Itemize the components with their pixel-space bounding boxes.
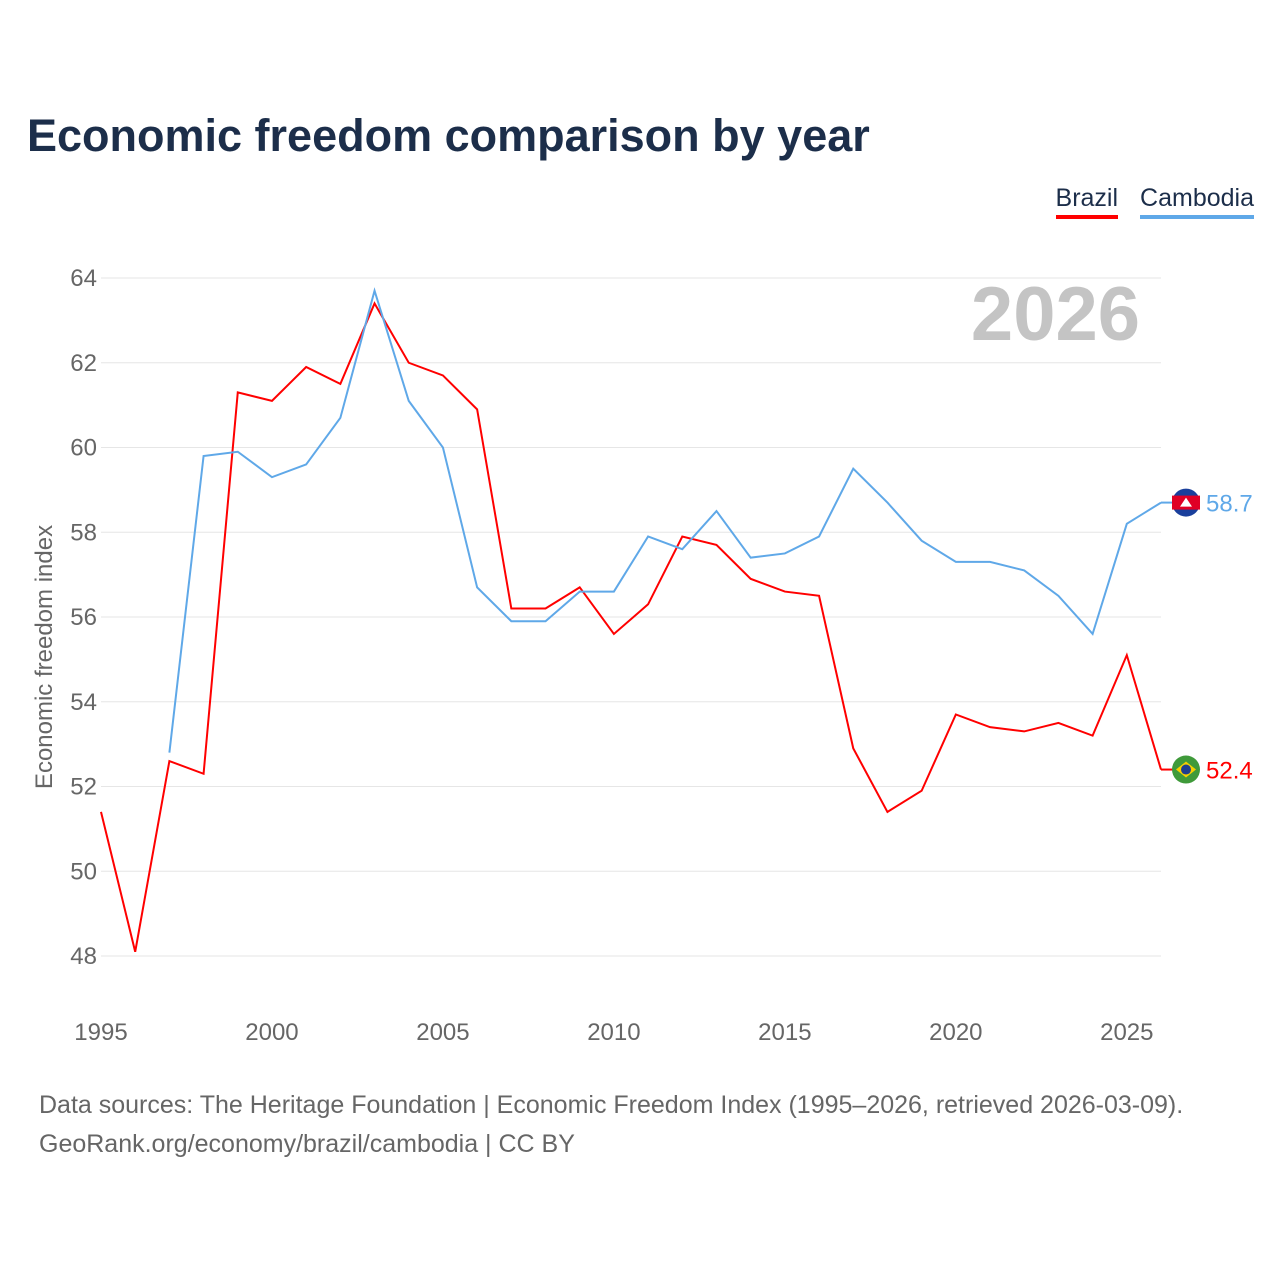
y-tick-label: 56 [70,604,97,631]
y-axis-label: Economic freedom index [31,525,58,789]
y-tick-label: 60 [70,435,97,462]
series-line-cambodia [168,287,1162,753]
brazil-flag-globe [1181,764,1191,775]
x-tick-label: 2010 [587,1019,640,1046]
y-tick-label: 64 [70,265,97,292]
year-watermark: 2026 [971,272,1140,357]
source-line-2: GeoRank.org/economy/brazil/cambodia | CC… [39,1130,575,1158]
source-line-1: Data sources: The Heritage Foundation | … [39,1091,1184,1119]
end-value-label: 58.7 [1206,491,1253,518]
y-tick-label: 54 [70,689,97,716]
x-tick-label: 2000 [245,1019,298,1046]
end-value-label: 52.4 [1206,758,1253,785]
legend: Brazil Cambodia [1055,184,1254,219]
cambodia-flag-temple [1180,497,1192,507]
legend-brazil[interactable]: Brazil [1055,184,1119,219]
source-note: Data sources: The Heritage Foundation | … [39,1086,1183,1164]
x-tick-label: 2015 [758,1019,811,1046]
x-tick-label: 2025 [1100,1019,1153,1046]
x-tick-label: 1995 [74,1019,127,1046]
y-tick-label: 62 [70,350,97,377]
series-line-brazil [100,301,1162,953]
legend-cambodia[interactable]: Cambodia [1140,184,1254,219]
chart-title: Economic freedom comparison by year [27,110,870,161]
x-tick-label: 2005 [416,1019,469,1046]
y-tick-label: 52 [70,774,97,801]
y-tick-label: 50 [70,858,97,885]
x-tick-label: 2020 [929,1019,982,1046]
y-tick-label: 48 [70,943,97,970]
y-tick-label: 58 [70,519,97,546]
